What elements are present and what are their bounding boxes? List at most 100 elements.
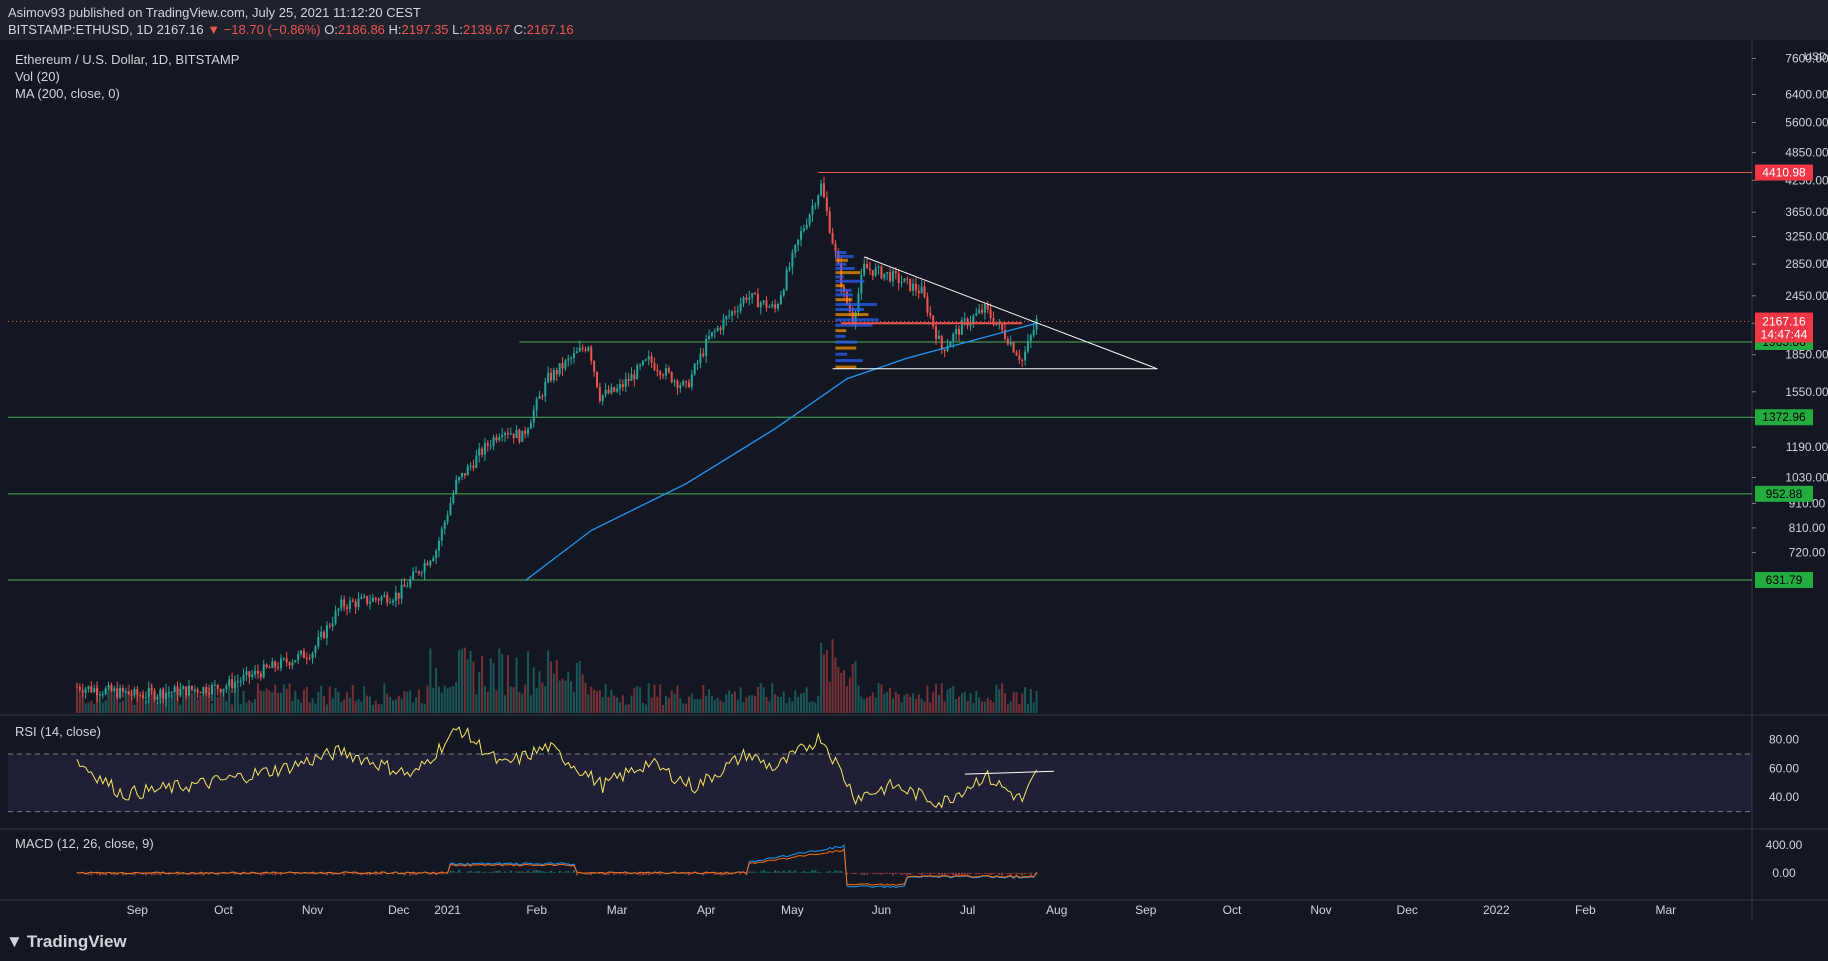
macd-histogram-bar: [584, 872, 587, 875]
macd-histogram-bar: [932, 872, 935, 874]
candle-body: [251, 674, 254, 678]
rsi-legend: RSI (14, close): [15, 724, 101, 739]
candle-body: [354, 601, 357, 608]
candle-body: [455, 480, 458, 494]
candle-body: [754, 293, 757, 295]
volume-bar: [906, 693, 909, 713]
volume-bar: [150, 684, 153, 713]
volume-bar: [366, 695, 369, 713]
candle-body: [521, 430, 524, 442]
macd-histogram-bar: [504, 871, 507, 873]
macd-histogram-bar: [969, 872, 972, 875]
macd-histogram-bar: [231, 872, 234, 874]
macd-histogram-bar: [871, 872, 874, 874]
volume-bar: [736, 699, 739, 713]
volume-profile-bar: [835, 313, 869, 317]
candle-body: [193, 689, 196, 691]
candle-body: [231, 679, 234, 688]
volume-bar: [659, 684, 662, 713]
candle-body: [144, 697, 147, 699]
candle-body: [705, 339, 708, 356]
candle-body: [581, 347, 584, 350]
volume-bar: [535, 688, 538, 713]
volume-bar: [912, 693, 915, 713]
macd-histogram-bar: [880, 872, 883, 875]
volume-bar: [639, 687, 642, 713]
macd-histogram-bar: [820, 872, 823, 873]
time-tick-label: Nov: [302, 903, 323, 917]
candle-body: [110, 684, 113, 691]
candle-body: [860, 275, 863, 294]
candle-body: [489, 445, 492, 447]
macd-histogram-bar: [96, 872, 99, 875]
triangle-upper-line: [864, 256, 1158, 370]
candle-body: [575, 351, 578, 354]
macd-histogram-bar: [469, 870, 472, 873]
candle-body: [483, 442, 486, 455]
volume-bar: [776, 696, 780, 713]
volume-bar: [308, 702, 311, 713]
candle-body: [190, 685, 193, 690]
candle-body: [363, 596, 366, 598]
volume-bar: [880, 684, 883, 713]
volume-bar: [874, 697, 877, 713]
candle-body: [866, 264, 869, 269]
volume-bar: [613, 695, 616, 713]
macd-histogram-bar: [817, 871, 820, 873]
volume-bar: [509, 686, 512, 713]
macd-histogram-bar: [403, 872, 406, 876]
macd-histogram-bar: [960, 872, 963, 876]
macd-histogram-bar: [271, 872, 274, 875]
candle-body: [963, 318, 966, 321]
macd-histogram-bar: [877, 872, 880, 875]
candle-body: [756, 293, 759, 308]
candle-body: [1032, 329, 1035, 336]
macd-histogram-bar: [527, 870, 530, 873]
macd-histogram-bar: [937, 872, 940, 876]
volume-bar: [357, 698, 360, 713]
last-price: 2167.16: [156, 22, 204, 37]
volume-bar: [443, 685, 446, 713]
candle-body: [914, 283, 917, 291]
level-tag-4410-bg: [1755, 164, 1813, 181]
volume-bar: [682, 703, 685, 713]
candle-body: [940, 335, 943, 350]
candle-body: [785, 269, 788, 290]
volume-bar: [1012, 691, 1015, 713]
volume-bar: [708, 689, 711, 713]
candle-body: [357, 598, 360, 608]
macd-histogram-bar: [949, 872, 952, 874]
candle-body: [239, 680, 242, 682]
candle-body: [604, 389, 607, 395]
volume-bar: [799, 693, 802, 713]
volume-bar: [1003, 693, 1006, 713]
macd-histogram-bar: [923, 872, 926, 874]
volume-bar: [731, 693, 734, 713]
volume-profile-bar: [835, 340, 857, 344]
candle-body: [920, 286, 923, 294]
candle-body: [653, 362, 656, 370]
volume-bar: [409, 690, 412, 713]
candle-body: [616, 388, 619, 392]
volume-bar: [219, 690, 222, 713]
candle-body: [182, 686, 185, 689]
candle-body: [84, 688, 87, 693]
volume-bar: [262, 691, 265, 713]
time-tick-label: Oct: [214, 903, 233, 917]
candle-body: [383, 595, 386, 597]
candle-body: [167, 692, 170, 694]
macd-tick-label: 0.00: [1772, 866, 1796, 880]
candle-body: [731, 311, 734, 316]
candle-body: [828, 211, 831, 233]
chart-canvas[interactable]: 40.00 60.00 80.00 0.00 400.00 720.00 810.00 9…: [0, 40, 1828, 920]
volume-bar: [394, 699, 397, 713]
candle-body: [153, 690, 156, 700]
candle-body: [98, 694, 101, 696]
volume-bar: [779, 697, 782, 713]
close-label: C:: [513, 22, 527, 37]
price-tick-label: 2450.00: [1785, 289, 1828, 303]
candle-body: [535, 399, 538, 411]
volume-profile-bar: [835, 352, 848, 356]
time-tick-label: Jul: [960, 903, 975, 917]
macd-histogram-bar: [380, 872, 383, 875]
